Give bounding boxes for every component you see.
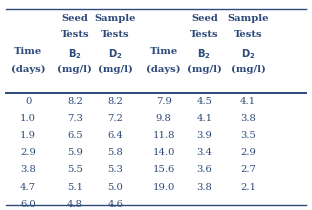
Text: 5.9: 5.9 — [67, 148, 83, 157]
Text: Tests: Tests — [190, 30, 219, 39]
Text: 7.3: 7.3 — [67, 114, 83, 123]
Text: $\mathbf{B_2}$: $\mathbf{B_2}$ — [68, 47, 82, 61]
Text: 1.9: 1.9 — [20, 131, 36, 140]
Text: Seed: Seed — [61, 14, 88, 23]
Text: 4.7: 4.7 — [20, 183, 36, 192]
Text: (days): (days) — [11, 65, 45, 74]
Text: $\mathbf{D_2}$: $\mathbf{D_2}$ — [108, 47, 123, 61]
Text: Time: Time — [14, 47, 42, 56]
Text: 3.6: 3.6 — [197, 165, 212, 175]
Text: 2.7: 2.7 — [240, 165, 256, 175]
Text: 4.6: 4.6 — [108, 200, 123, 209]
Text: 6.5: 6.5 — [67, 131, 83, 140]
Text: 4.8: 4.8 — [67, 200, 83, 209]
Text: 4.1: 4.1 — [240, 97, 256, 106]
Text: 8.2: 8.2 — [67, 97, 83, 106]
Text: Tests: Tests — [61, 30, 89, 39]
Text: 2.9: 2.9 — [20, 148, 36, 157]
Text: (days): (days) — [147, 65, 181, 74]
Text: 4.5: 4.5 — [196, 97, 212, 106]
Text: 8.2: 8.2 — [108, 97, 123, 106]
Text: 6.4: 6.4 — [108, 131, 123, 140]
Text: Time: Time — [150, 47, 178, 56]
Text: (mg/l): (mg/l) — [98, 65, 133, 74]
Text: 0: 0 — [25, 97, 31, 106]
Text: 7.2: 7.2 — [108, 114, 123, 123]
Text: 5.1: 5.1 — [67, 183, 83, 192]
Text: Sample: Sample — [227, 14, 269, 23]
Text: 6.0: 6.0 — [20, 200, 36, 209]
Text: 7.9: 7.9 — [156, 97, 172, 106]
Text: 5.0: 5.0 — [108, 183, 123, 192]
Text: (mg/l): (mg/l) — [231, 65, 266, 74]
Text: (mg/l): (mg/l) — [187, 65, 222, 74]
Text: 4.1: 4.1 — [196, 114, 212, 123]
Text: 14.0: 14.0 — [153, 148, 175, 157]
Text: 3.8: 3.8 — [240, 114, 256, 123]
Text: 2.9: 2.9 — [240, 148, 256, 157]
Text: 3.9: 3.9 — [197, 131, 212, 140]
Text: 9.8: 9.8 — [156, 114, 172, 123]
Text: Tests: Tests — [234, 30, 262, 39]
Text: 11.8: 11.8 — [153, 131, 175, 140]
Text: 1.0: 1.0 — [20, 114, 36, 123]
Text: 5.8: 5.8 — [108, 148, 123, 157]
Text: 3.5: 3.5 — [240, 131, 256, 140]
Text: $\mathbf{B_2}$: $\mathbf{B_2}$ — [197, 47, 211, 61]
Text: 19.0: 19.0 — [153, 183, 175, 192]
Text: 3.8: 3.8 — [20, 165, 36, 175]
Text: 2.1: 2.1 — [240, 183, 256, 192]
Text: Tests: Tests — [101, 30, 130, 39]
Text: 5.5: 5.5 — [67, 165, 83, 175]
Text: 5.3: 5.3 — [108, 165, 123, 175]
Text: 3.4: 3.4 — [196, 148, 212, 157]
Text: 15.6: 15.6 — [153, 165, 175, 175]
Text: $\mathbf{D_2}$: $\mathbf{D_2}$ — [241, 47, 255, 61]
Text: Seed: Seed — [191, 14, 218, 23]
Text: (mg/l): (mg/l) — [57, 65, 92, 74]
Text: 3.8: 3.8 — [197, 183, 212, 192]
Text: Sample: Sample — [95, 14, 136, 23]
